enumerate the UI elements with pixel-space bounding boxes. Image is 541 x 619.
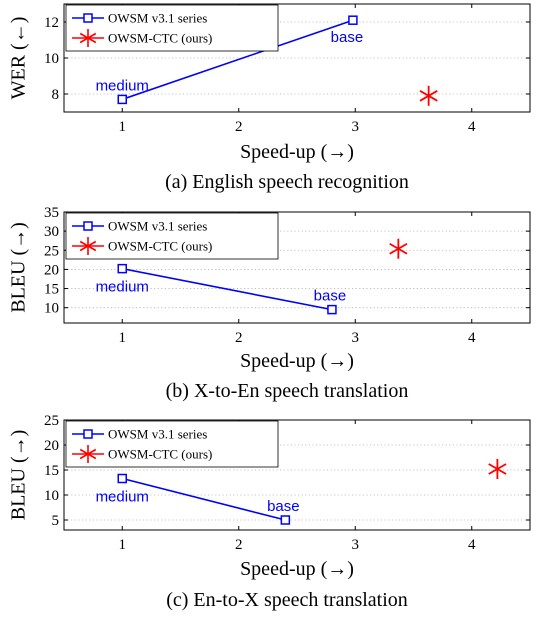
- y-tick-label: 5: [52, 513, 60, 529]
- owsm-series-line: [121, 19, 354, 101]
- chart-panel-3: 5 10 15 20 25 1 2 3 4 BLEU (→) Speed-up (→) (c) En-…: [8, 413, 531, 611]
- point-label-medium: medium: [96, 489, 149, 506]
- legend-ctc-marker: [79, 240, 97, 252]
- legend-owsm-marker: [83, 429, 93, 439]
- owsm-series-line: [122, 267, 333, 311]
- point-label-base: base: [314, 288, 347, 305]
- point-label-medium: medium: [96, 279, 149, 296]
- y-tick-label: 8: [52, 87, 60, 103]
- owsm-point-base: [327, 304, 337, 315]
- y-tick-label: 15: [44, 463, 59, 479]
- legend-ctc-label: OWSM-CTC (ours): [108, 31, 212, 46]
- x-axis-title: Speed-up (→): [240, 141, 354, 163]
- x-axis-title: Speed-up (→): [240, 558, 354, 580]
- legend-owsm-label: OWSM v3.1 series: [108, 427, 207, 442]
- plot-frame: [63, 419, 531, 531]
- x-tick-label: 4: [468, 330, 476, 346]
- legend: OWSM v3.1 series OWSM-CTC (ours): [65, 212, 279, 260]
- owsm-point-base: [348, 15, 358, 25]
- x-tick-label: 3: [352, 119, 360, 135]
- y-tick-label: 30: [44, 224, 59, 240]
- x-tick-label: 3: [352, 330, 360, 346]
- point-label-base: base: [331, 29, 364, 46]
- y-axis-title: BLEU (→): [8, 430, 30, 521]
- legend-owsm-marker: [83, 13, 93, 23]
- point-label-medium: medium: [96, 77, 149, 94]
- x-axis-title: Speed-up (→): [240, 350, 354, 372]
- point-label-base: base: [267, 498, 300, 515]
- owsm-point-medium: [117, 94, 127, 105]
- y-tick-label: 35: [44, 205, 59, 221]
- chart-panel-2: 10 15 20 25 30 35 1 2 3 4 BLEU (→) Speed-up (→) (b) …: [8, 205, 531, 402]
- x-tick-label: 4: [468, 537, 476, 553]
- x-tick-label: 1: [119, 537, 127, 553]
- y-tick-label: 25: [44, 413, 59, 429]
- legend-ctc-marker: [79, 448, 97, 460]
- ctc-point: [389, 238, 408, 259]
- y-axis-title: BLEU (→): [8, 222, 30, 313]
- owsm-point-medium: [117, 263, 127, 274]
- ctc-marker-stroke: [419, 90, 438, 102]
- y-tick-label: 10: [44, 301, 59, 317]
- ctc-point: [419, 85, 438, 106]
- panel-caption: (c) En-to-X speech translation: [166, 589, 408, 611]
- x-tick-label: 3: [352, 537, 360, 553]
- y-tick-label: 10: [44, 488, 59, 504]
- owsm-point-medium: [117, 473, 127, 484]
- y-tick-label: 10: [44, 51, 59, 67]
- owsm-series-line: [122, 477, 286, 521]
- legend-box: [65, 212, 279, 260]
- ctc-marker-stroke: [389, 242, 408, 255]
- panel-caption: (b) X-to-En speech translation: [166, 380, 409, 402]
- panel-caption: (a) English speech recognition: [165, 171, 409, 193]
- legend-box: [65, 420, 279, 468]
- x-tick-label: 1: [119, 330, 127, 346]
- y-axis-title: WER (←): [8, 17, 30, 100]
- legend-ctc-label: OWSM-CTC (ours): [108, 239, 212, 254]
- x-tick-label: 1: [119, 119, 127, 135]
- ctc-point: [488, 459, 507, 479]
- legend: OWSM v3.1 series OWSM-CTC (ours): [65, 420, 279, 468]
- x-tick-label: 4: [468, 119, 476, 135]
- y-tick-label: 12: [44, 15, 59, 31]
- x-tick-label: 2: [235, 330, 243, 346]
- legend-ctc-marker: [79, 32, 97, 44]
- ctc-marker-stroke: [488, 463, 507, 475]
- owsm-point-base: [280, 515, 291, 525]
- legend-owsm-label: OWSM v3.1 series: [108, 11, 207, 26]
- legend-owsm-marker: [83, 221, 93, 231]
- y-tick-label: 25: [44, 243, 59, 259]
- x-tick-label: 2: [235, 119, 243, 135]
- legend-ctc-label: OWSM-CTC (ours): [108, 447, 212, 462]
- y-tick-label: 20: [44, 262, 59, 278]
- y-tick-label: 20: [44, 438, 59, 454]
- legend-box: [65, 4, 279, 52]
- x-tick-label: 2: [235, 537, 243, 553]
- legend: OWSM v3.1 series OWSM-CTC (ours): [65, 4, 279, 52]
- legend-owsm-label: OWSM v3.1 series: [108, 219, 207, 234]
- y-tick-label: 15: [44, 282, 59, 298]
- plot-frame: [63, 211, 531, 324]
